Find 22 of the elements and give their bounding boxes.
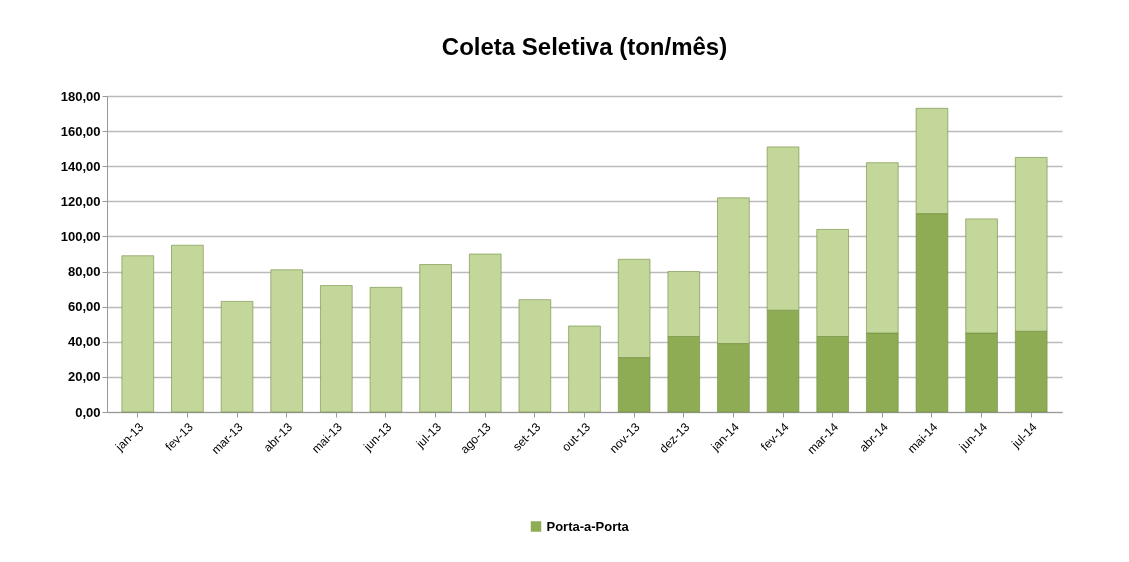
y-tick-label: 180,00 xyxy=(60,88,101,104)
bar xyxy=(270,269,303,413)
y-tick-label: 100,00 xyxy=(60,228,101,244)
bar xyxy=(121,255,154,413)
y-tick-label: 80,00 xyxy=(67,264,101,280)
y-tick-label: 40,00 xyxy=(67,334,101,350)
y-tick-label: 60,00 xyxy=(67,299,101,315)
y-tick-label: 20,00 xyxy=(67,369,101,385)
bar xyxy=(171,244,204,413)
legend-label: Porta-a-Porta xyxy=(546,518,630,534)
y-tick-label: 0,00 xyxy=(75,404,101,420)
bar xyxy=(518,299,552,413)
bar xyxy=(369,287,403,413)
y-tick-label: 140,00 xyxy=(60,158,101,174)
y-tick-label: 120,00 xyxy=(60,193,101,209)
bar xyxy=(469,253,502,413)
bar xyxy=(419,264,452,413)
y-tick-label: 160,00 xyxy=(60,123,101,139)
bar xyxy=(220,301,254,413)
chart-title: Coleta Seletiva (ton/mês) xyxy=(441,33,728,60)
bar xyxy=(320,285,353,413)
bar xyxy=(568,325,601,413)
